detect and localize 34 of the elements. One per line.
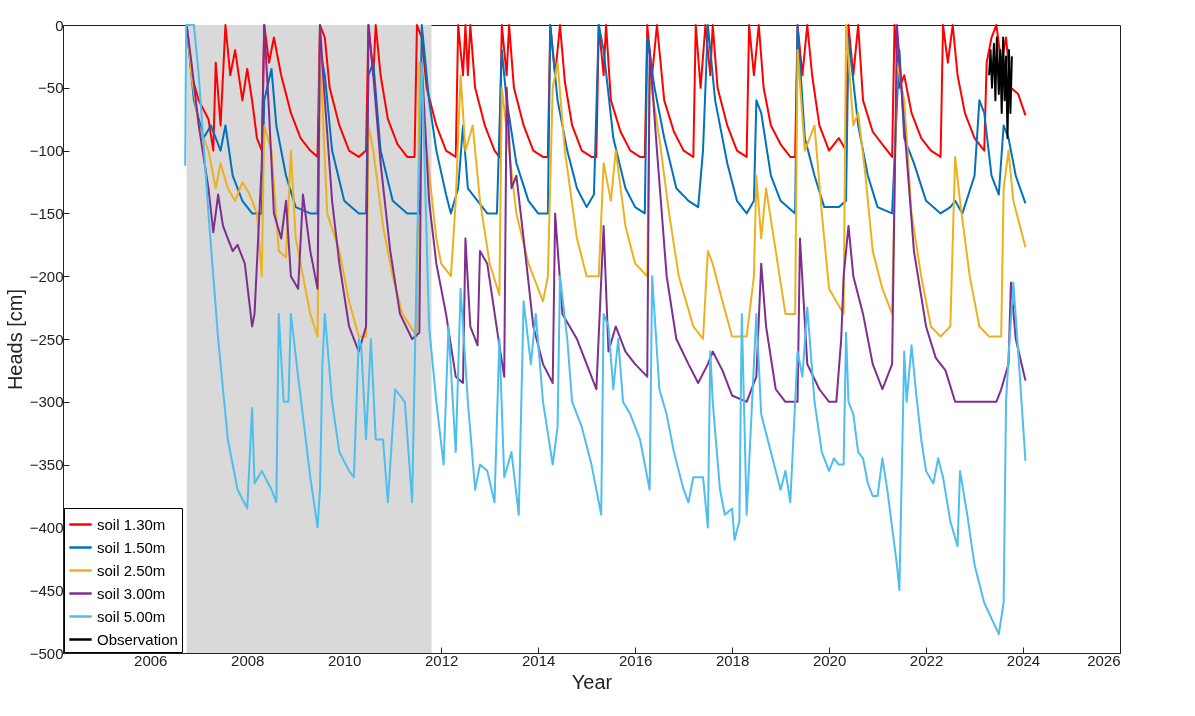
y-tick-label: 0: [55, 16, 64, 34]
legend-label: soil 3.00m: [97, 584, 166, 602]
x-tick-label: 2006: [134, 651, 168, 669]
legend-label: soil 1.50m: [97, 538, 166, 556]
x-tick-label: 2016: [618, 651, 653, 669]
y-tick-label: −50: [38, 79, 64, 97]
legend-label: Observation: [97, 630, 178, 648]
line-series: [988, 36, 1013, 140]
legend-label: soil 1.30m: [97, 515, 166, 533]
x-tick-label: 2010: [328, 651, 362, 669]
x-tick-label: 2020: [812, 651, 847, 669]
x-tick-label: 2014: [521, 651, 556, 669]
y-tick-label: −450: [29, 581, 64, 599]
y-tick-label: −100: [29, 142, 64, 160]
legend-label: soil 5.00m: [97, 607, 166, 625]
y-tick-label: −400: [29, 518, 64, 536]
y-tick-label: −200: [29, 267, 64, 285]
x-tick-label: 2018: [715, 651, 750, 669]
y-axis-title: Heads [cm]: [3, 288, 26, 391]
line-series: [184, 24, 1027, 636]
y-tick-label: −250: [29, 330, 64, 348]
legend-label: soil 2.50m: [97, 561, 166, 579]
x-tick-label: 2008: [231, 651, 265, 669]
y-tick-label: −150: [29, 204, 64, 222]
x-tick-label: 2012: [425, 651, 459, 669]
x-tick-label: 2022: [909, 651, 944, 669]
y-tick-label: −350: [29, 456, 64, 474]
y-tick-label: −300: [29, 393, 64, 411]
x-tick-label: 2024: [1006, 651, 1041, 669]
line-series: [185, 24, 1027, 340]
x-axis-title: Year: [571, 670, 613, 693]
x-tick-label: 2026: [1087, 651, 1121, 669]
y-tick-label: −500: [29, 644, 64, 662]
line-series: [185, 24, 1027, 403]
